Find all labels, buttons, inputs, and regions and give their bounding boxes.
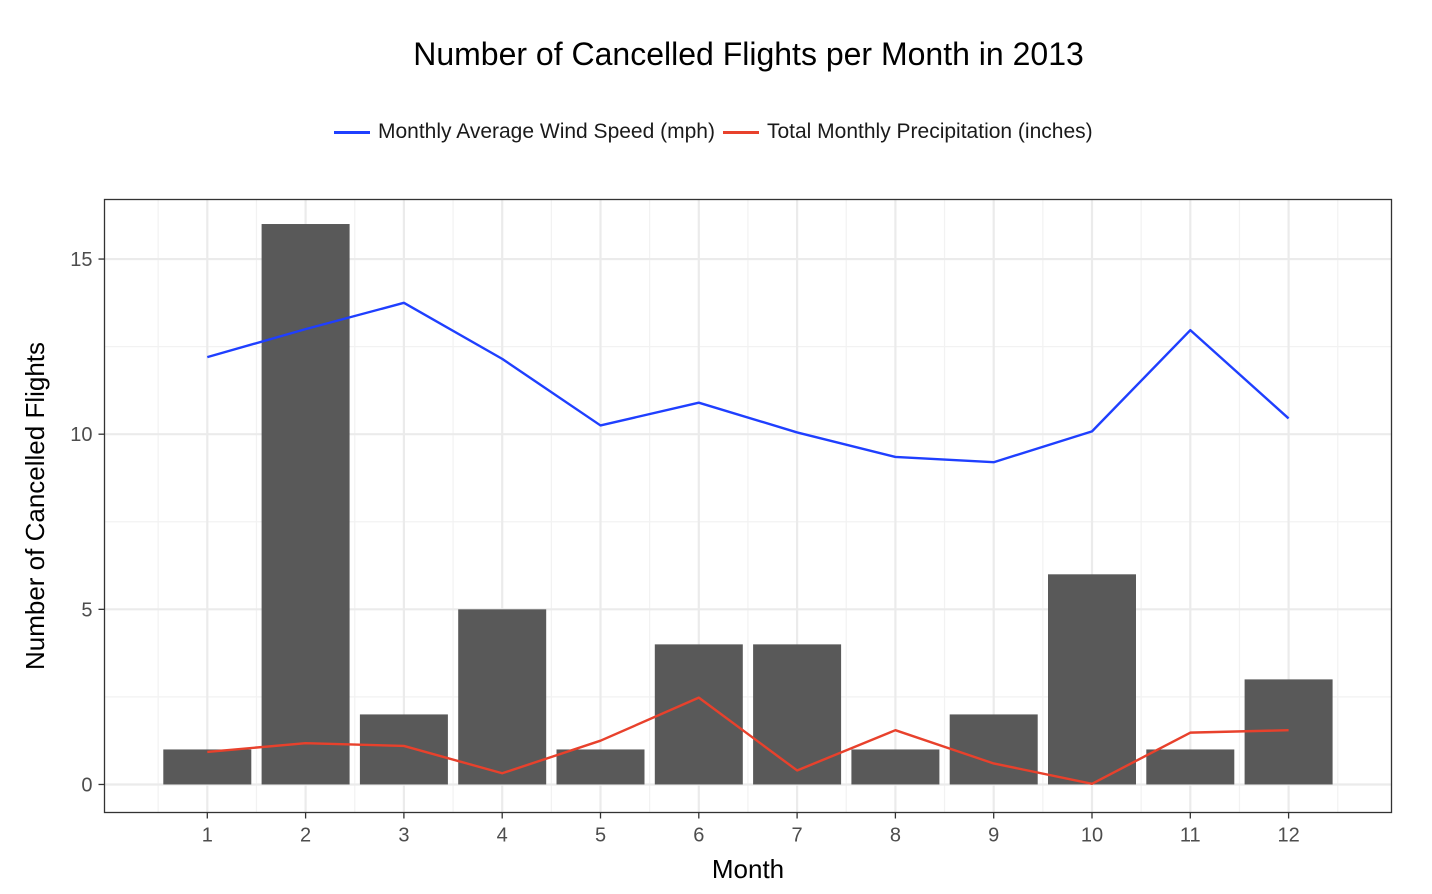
x-tick-label: 6 <box>693 825 704 847</box>
legend-label-precipitation: Total Monthly Precipitation (inches) <box>766 120 1093 143</box>
bar-month-9 <box>949 714 1038 785</box>
x-tick-label: 4 <box>497 825 508 847</box>
x-tick-label: 9 <box>988 825 999 847</box>
bar-month-10 <box>1048 574 1136 785</box>
y-axis-title: Number of Cancelled Flights <box>20 342 50 670</box>
y-tick-label: 10 <box>70 424 92 446</box>
y-tick-label: 15 <box>70 249 92 271</box>
x-tick-label: 11 <box>1180 825 1201 847</box>
line-wind-speed <box>206 301 1290 464</box>
bar-month-7 <box>753 644 842 785</box>
panel-border <box>103 198 1393 814</box>
x-tick-label: 2 <box>300 825 311 847</box>
legend-label-wind: Monthly Average Wind Speed (mph) <box>378 120 715 143</box>
x-tick-label: 12 <box>1277 825 1299 847</box>
legend-item-wind: Monthly Average Wind Speed (mph) <box>334 120 715 144</box>
legend-swatch-wind <box>334 130 370 134</box>
legend-swatch-precipitation <box>722 130 759 134</box>
bar-month-2 <box>261 224 350 785</box>
bar-month-3 <box>359 714 448 785</box>
bar-month-11 <box>1146 749 1235 785</box>
x-tick-label: 7 <box>792 825 803 847</box>
bar-month-8 <box>851 749 940 785</box>
x-axis-title: Month <box>712 854 784 884</box>
chart-title: Number of Cancelled Flights per Month in… <box>413 36 1084 72</box>
y-tick-label: 0 <box>81 774 92 796</box>
bar-month-4 <box>458 609 547 785</box>
bar-month-6 <box>654 644 743 785</box>
legend: Monthly Average Wind Speed (mph) Total M… <box>334 117 1101 147</box>
x-tick-label: 1 <box>202 825 213 847</box>
legend-item-precipitation: Total Monthly Precipitation (inches) <box>722 120 1093 144</box>
x-tick-label: 8 <box>890 825 901 847</box>
line-precipitation <box>207 696 1289 785</box>
x-tick-label: 5 <box>595 825 606 847</box>
x-tick-label: 10 <box>1081 825 1103 847</box>
bar-month-5 <box>556 749 645 785</box>
x-tick-label: 3 <box>398 825 409 847</box>
y-tick-label: 5 <box>81 599 92 621</box>
bar-month-1 <box>163 749 252 785</box>
